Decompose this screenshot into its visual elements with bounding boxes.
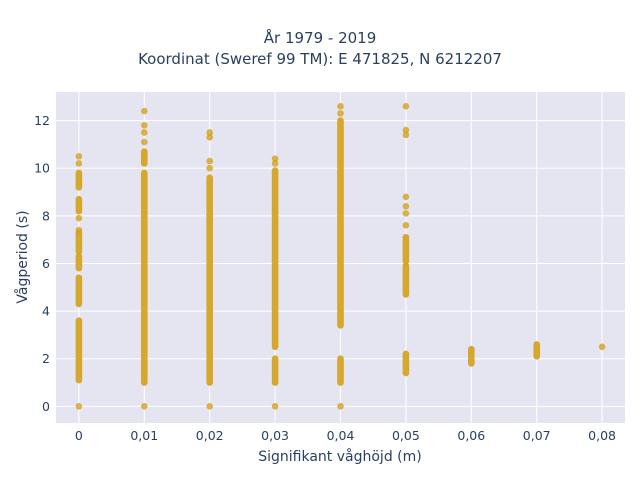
data-point [402,210,410,217]
chart-title-line2: Koordinat (Sweref 99 TM): E 471825, N 62… [138,50,502,68]
data-point [402,131,410,139]
x-tick-label: 0,05 [392,428,420,443]
x-tick-label: 0,01 [130,428,158,443]
y-tick-label: 0 [42,399,50,414]
data-point [337,110,344,117]
y-tick-label: 8 [42,208,50,223]
data-point [206,164,213,172]
tick-labels: 0 0,01 0,02 0,03 0,04 0,05 0,06 0,07 0,08 0 2 4 6 8 10… [34,113,616,443]
data-point [337,403,344,410]
data-point [206,129,213,136]
x-axis-title: Signifikant våghöjd (m) [258,448,421,465]
x-tick-label: 0,04 [327,428,355,443]
data-point [75,214,83,222]
data-points [75,102,606,410]
data-point [206,403,213,410]
y-tick-label: 2 [42,351,50,366]
data-point [402,193,410,201]
chart-title-line1: År 1979 - 2019 [263,29,377,47]
data-point [206,133,213,141]
data-point [75,226,83,234]
data-point [337,102,344,110]
data-point [271,160,279,167]
data-point [402,222,410,229]
data-point [140,138,148,146]
data-point [75,403,83,410]
x-tick-label: 0,03 [261,428,289,443]
data-point [402,102,410,110]
y-tick-label: 4 [42,304,50,319]
x-tick-label: 0,02 [196,428,224,443]
data-point [271,403,279,410]
data-point [75,152,83,160]
x-tick-label: 0 [75,428,83,443]
data-point [75,160,83,167]
x-tick-label: 0,07 [523,428,551,443]
data-point [402,126,410,134]
y-axis-title: Vågperiod (s) [14,210,31,303]
data-point [140,403,148,410]
x-tick-label: 0,06 [457,428,485,443]
data-point [271,155,279,162]
y-tick-label: 6 [42,256,50,271]
data-point [140,122,148,129]
data-point [140,129,148,136]
data-point [206,157,213,165]
data-point [140,107,148,115]
y-tick-label: 10 [34,161,50,176]
data-point [402,203,410,210]
x-tick-label: 0,08 [588,428,616,443]
data-point [598,343,606,351]
y-tick-label: 12 [34,113,50,128]
